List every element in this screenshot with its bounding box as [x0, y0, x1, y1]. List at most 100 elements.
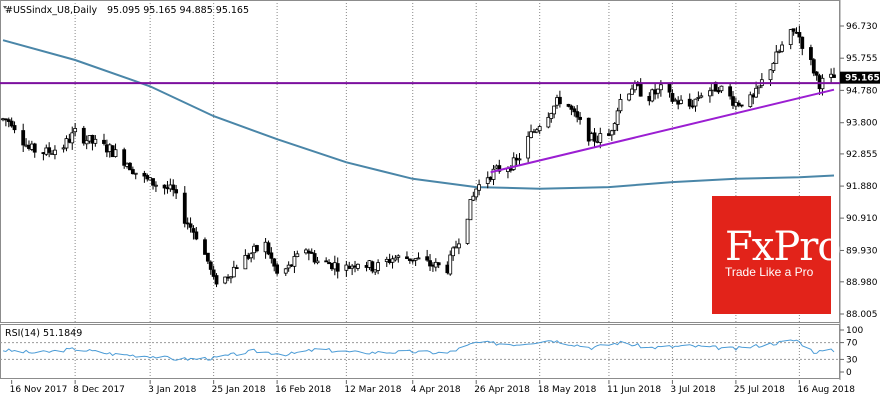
- candle-body: [174, 189, 179, 194]
- candle-body: [566, 103, 571, 107]
- ohlc-values: 95.095 95.165 94.885 95.165: [107, 5, 249, 16]
- candle-body: [780, 44, 784, 52]
- candle-body: [546, 116, 551, 128]
- candle-body: [618, 99, 623, 112]
- price-tick-label: 94.780: [846, 86, 878, 96]
- candle-body: [586, 117, 591, 142]
- time-tick-label: 12 Mar 2018: [344, 385, 401, 395]
- candle-body: [690, 105, 695, 108]
- candle-body: [84, 140, 89, 145]
- candle-body: [283, 268, 288, 274]
- candle-body: [243, 255, 248, 270]
- candle-body: [814, 71, 819, 76]
- time-tick-label: 11 Jun 2018: [607, 385, 661, 395]
- time-tick-label: 3 Jul 2018: [670, 385, 715, 395]
- candle-body: [693, 98, 698, 107]
- candle-body: [650, 89, 655, 102]
- collapse-arrow-icon[interactable]: [3, 6, 7, 9]
- candle-body: [214, 275, 219, 285]
- candle-body: [768, 69, 773, 81]
- candle-body: [537, 126, 542, 132]
- candle-body: [312, 253, 317, 263]
- rsi-tick-label: 0: [846, 368, 852, 378]
- candle-body: [376, 262, 381, 271]
- candle-body: [811, 59, 816, 74]
- candle-body: [231, 266, 236, 278]
- candle-body: [609, 130, 614, 136]
- candle-body: [771, 62, 776, 71]
- candle-body: [53, 149, 57, 156]
- candle-body: [667, 83, 672, 93]
- time-tick-label: 16 Aug 2018: [797, 385, 855, 395]
- candle-body: [436, 262, 441, 266]
- time-tick-label: 25 Jul 2018: [734, 385, 785, 395]
- candle-body: [133, 172, 138, 175]
- rsi-indicator: RSI(14) 51.1849: [0, 328, 840, 361]
- candle-body: [679, 99, 683, 104]
- candle-body: [748, 94, 753, 107]
- candle-body: [448, 254, 453, 275]
- candle-body: [393, 257, 398, 261]
- moving-average-line: [2, 39, 835, 190]
- candle-body: [266, 242, 271, 255]
- candle-body: [800, 36, 805, 49]
- candle-body: [465, 218, 470, 244]
- candle-body: [373, 269, 378, 273]
- candle-body: [64, 138, 69, 149]
- candle-body: [223, 276, 228, 284]
- price-tick-label: 96.730: [846, 22, 878, 32]
- candle-body: [47, 147, 52, 153]
- candle-body: [93, 138, 98, 144]
- candle-body: [517, 158, 522, 161]
- candle-body: [456, 243, 461, 249]
- candle-body: [471, 195, 476, 201]
- candle-body: [658, 84, 663, 91]
- candle-body: [286, 264, 291, 269]
- candle-body: [598, 133, 603, 143]
- candle-body: [497, 165, 502, 172]
- candle-body: [315, 260, 320, 264]
- candle-body: [356, 263, 360, 269]
- candle-body: [731, 96, 735, 106]
- candle-body: [405, 256, 409, 259]
- candle-body: [687, 98, 692, 107]
- candle-body: [162, 184, 167, 189]
- candle-body: [477, 184, 481, 191]
- candle-body: [791, 28, 796, 32]
- candle-body: [774, 51, 779, 64]
- time-tick-label: 25 Jan 2018: [212, 385, 266, 395]
- rsi-label: RSI(14) 51.1849: [5, 328, 82, 339]
- candle-body: [275, 264, 280, 274]
- candle-body: [208, 261, 213, 270]
- candle-body: [673, 99, 678, 102]
- fxpro-logo: FxPro Trade Like a Pro: [712, 196, 841, 314]
- candle-body: [191, 228, 196, 233]
- candle-body: [130, 169, 135, 175]
- candle-body: [757, 85, 761, 89]
- price-tick-label: 91.880: [846, 182, 878, 192]
- candle-body: [832, 74, 836, 78]
- candle-body: [468, 199, 473, 221]
- candle-body: [142, 172, 147, 177]
- candle-body: [699, 95, 704, 98]
- candle-body: [708, 90, 712, 97]
- logo-brand: FxPro: [725, 224, 840, 270]
- candle-body: [630, 88, 634, 95]
- candle-body: [728, 86, 733, 97]
- candle-body: [229, 276, 233, 279]
- date-separators: [74, 0, 800, 380]
- current-price-badge: 95.165: [840, 71, 880, 84]
- candle-body: [578, 116, 582, 120]
- candle-body: [128, 162, 132, 171]
- candle-body: [102, 139, 106, 144]
- candle-body: [272, 258, 277, 267]
- time-tick-label: 16 Feb 2018: [275, 385, 331, 395]
- symbol-label: #USSindx_U8,Daily: [5, 5, 97, 16]
- candle-body: [754, 87, 758, 98]
- candle-body: [656, 88, 660, 94]
- candle-body: [211, 269, 216, 277]
- candle-body: [203, 239, 207, 255]
- price-tick-label: 90.910: [846, 214, 878, 224]
- candle-body: [154, 184, 158, 187]
